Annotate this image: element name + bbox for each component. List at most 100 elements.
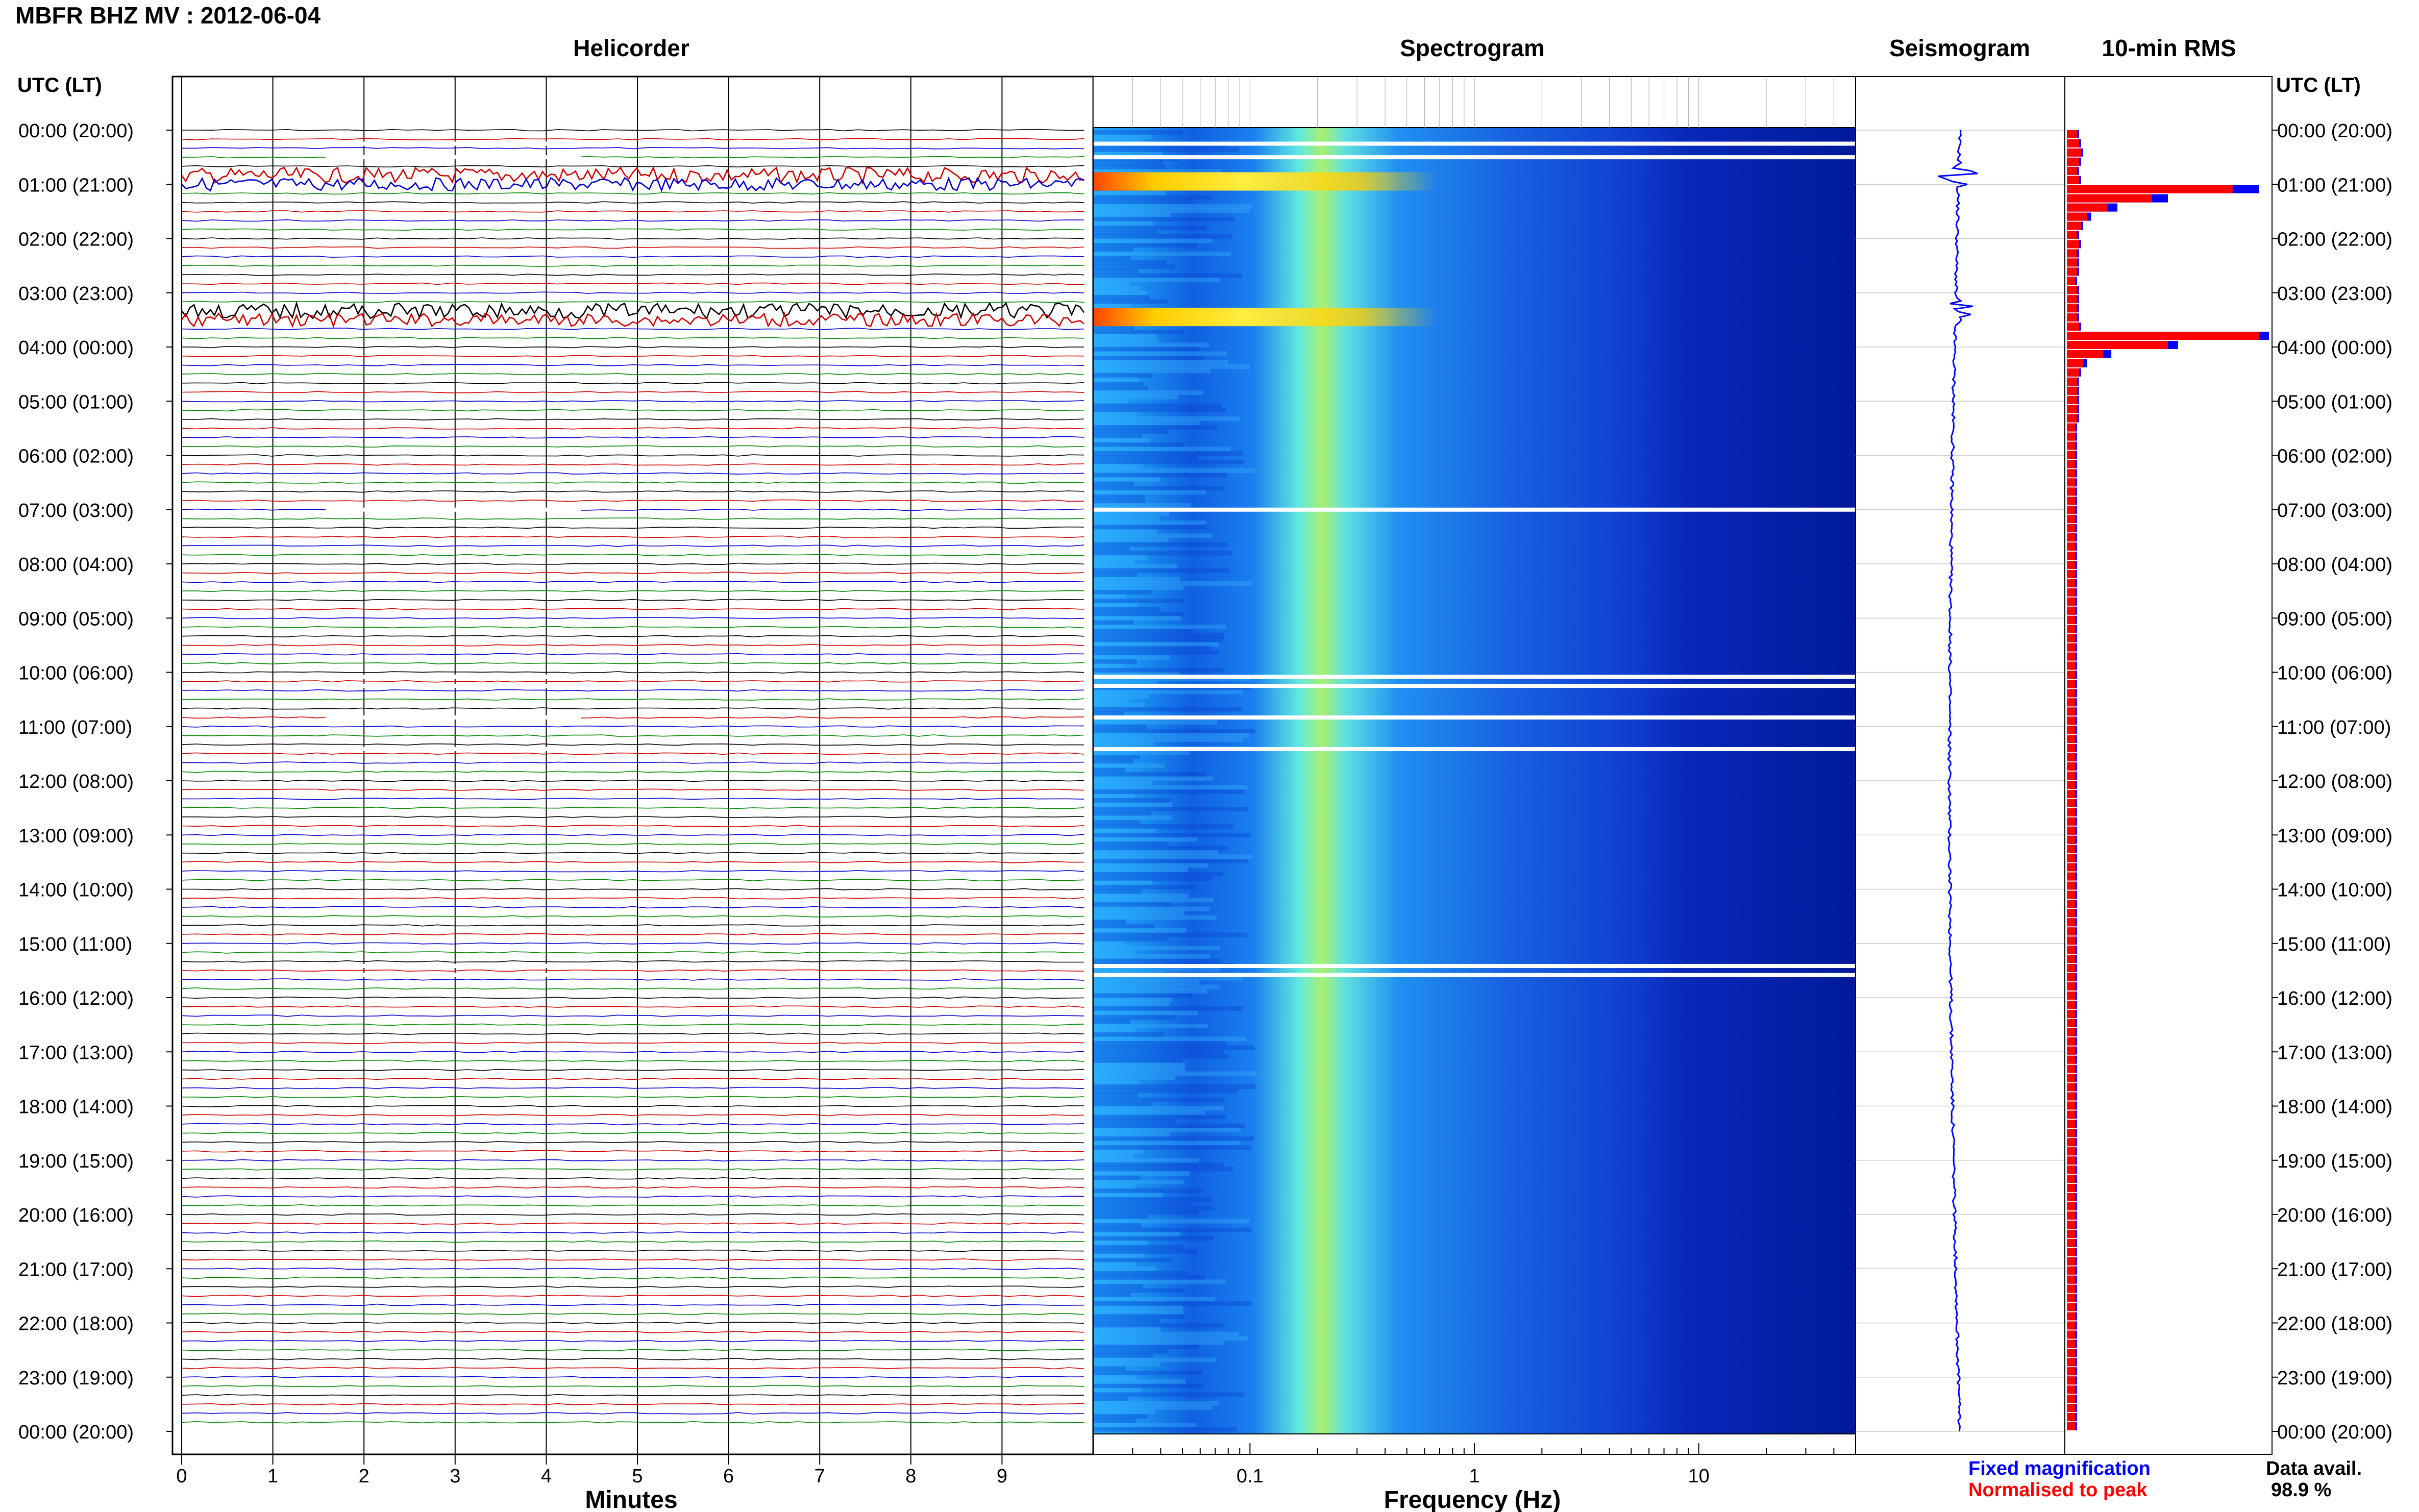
- spectrogram-row: [1093, 651, 1219, 655]
- utc-header-left: UTC (LT): [17, 74, 102, 96]
- helicorder-trace: [181, 1042, 1084, 1044]
- helicorder-trace: [181, 861, 1084, 863]
- spectrogram-row: [1093, 382, 1144, 386]
- time-label-right: 14:00 (10:00): [2277, 880, 2392, 901]
- time-label-left: 23:00 (19:00): [18, 1368, 134, 1389]
- spectrogram-row: [1093, 1119, 1175, 1124]
- spectrogram-row: [1093, 1305, 1183, 1310]
- rms-bar-normalised: [2067, 1248, 2075, 1256]
- rms-bar-normalised: [2067, 1064, 2075, 1073]
- spectrogram-row: [1093, 1297, 1216, 1302]
- spectrogram-row: [1093, 420, 1200, 426]
- spectrogram-row: [1093, 486, 1224, 490]
- spectrogram-row: [1093, 1409, 1155, 1415]
- spectrogram-row: [1093, 1097, 1224, 1102]
- rms-bar-normalised: [2067, 441, 2075, 450]
- rms-bar-normalised: [2067, 1385, 2075, 1394]
- rms-bar-normalised: [2067, 561, 2075, 569]
- helicorder-trace: [181, 1330, 1084, 1333]
- rms-bar-normalised: [2067, 597, 2075, 606]
- spectrogram-row: [1093, 1353, 1154, 1358]
- spectrogram-row: [1093, 629, 1194, 634]
- spectrogram-row: [1093, 711, 1124, 716]
- rms-bar-normalised: [2067, 552, 2075, 560]
- spectrogram-row: [1093, 573, 1138, 577]
- rms-bar-normalised: [2067, 414, 2077, 423]
- helicorder-trace: [181, 176, 1084, 192]
- rms-bar-normalised: [2067, 744, 2075, 753]
- spectrogram-row: [1093, 577, 1180, 582]
- helicorder-trace: [181, 897, 1084, 900]
- helicorder-trace: [181, 1141, 1084, 1144]
- rms-bar-normalised: [2067, 1074, 2075, 1082]
- rms-bar-normalised: [2067, 872, 2075, 881]
- helicorder-trace: [181, 1195, 1084, 1198]
- spectrogram-row: [1093, 238, 1213, 243]
- rms-bar-normalised: [2067, 1147, 2075, 1156]
- rms-bar-normalised: [2067, 148, 2081, 157]
- rms-bar-normalised: [2067, 1129, 2075, 1137]
- time-label-left: 18:00 (14:00): [18, 1097, 134, 1118]
- spectrogram-row: [1093, 412, 1137, 417]
- spectrogram-row: [1093, 260, 1167, 265]
- helicorder-trace: [181, 1186, 1084, 1189]
- rms-bar-normalised: [2067, 515, 2075, 524]
- spectrogram-row: [1093, 481, 1134, 486]
- spectrogram-row: [1093, 555, 1148, 560]
- spectrogram-row: [1093, 1210, 1199, 1215]
- rms-bar-normalised: [2067, 992, 2075, 1000]
- spectrogram-row: [1093, 781, 1153, 785]
- time-label-left: 03:00 (23:00): [18, 283, 134, 305]
- helicorder-trace: [181, 680, 1084, 683]
- rms-bar-normalised: [2067, 194, 2152, 203]
- spectrogram-gap: [1093, 964, 1856, 969]
- rms-bar-normalised: [2067, 1376, 2075, 1385]
- rms-bar-normalised: [2067, 726, 2075, 734]
- time-label-left: 10:00 (06:00): [18, 663, 134, 684]
- spectrogram-row: [1093, 759, 1133, 764]
- spectrogram-row: [1093, 1418, 1136, 1423]
- time-label-right: 12:00 (08:00): [2277, 771, 2392, 792]
- spectrogram-row: [1093, 1405, 1213, 1410]
- helicorder-trace: [181, 282, 1084, 285]
- helicorder-trace: [181, 355, 1084, 357]
- rms-bar-normalised: [2067, 1083, 2075, 1092]
- time-label-right: 06:00 (02:00): [2277, 446, 2392, 467]
- rms-bar-normalised: [2067, 1009, 2075, 1018]
- spectrogram-row: [1093, 625, 1226, 629]
- rms-bar-normalised: [2067, 1175, 2075, 1183]
- spectrogram-row: [1093, 698, 1129, 703]
- spectrogram-row: [1093, 1275, 1205, 1280]
- rms-bar-normalised: [2067, 286, 2077, 294]
- spectrogram-row: [1093, 1375, 1137, 1380]
- time-label-left: 22:00 (18:00): [18, 1313, 134, 1335]
- time-label-left: 16:00 (12:00): [18, 988, 134, 1009]
- spectrogram-row: [1093, 677, 1251, 681]
- spectrogram-row: [1093, 330, 1184, 334]
- rms-bar-normalised: [2067, 854, 2075, 862]
- spectrogram-row: [1093, 1145, 1251, 1150]
- legend-normalised-to-peak: Normalised to peak: [1968, 1479, 2148, 1501]
- time-label-right: 10:00 (06:00): [2277, 663, 2392, 684]
- spectrogram-row: [1093, 234, 1232, 239]
- spectrogram-row: [1093, 989, 1207, 994]
- helicorder-trace: [181, 572, 1084, 575]
- spectrogram-row: [1093, 958, 1221, 963]
- spectrogram-event: [1093, 172, 1856, 191]
- rms-bar-normalised: [2067, 781, 2075, 789]
- spectrogram-row: [1093, 386, 1148, 391]
- spectrogram-row: [1093, 828, 1155, 833]
- spectrogram-row: [1093, 767, 1125, 773]
- spectrogram-row: [1093, 390, 1203, 395]
- rms-bar-normalised: [2067, 964, 2075, 973]
- rms-bar-normalised: [2067, 277, 2075, 285]
- rms-bar-normalised: [2067, 368, 2079, 377]
- spectrogram-row: [1093, 1219, 1250, 1224]
- spectrogram-row: [1093, 1041, 1227, 1046]
- helicorder-trace: [181, 1204, 1084, 1207]
- spectrogram-row: [1093, 304, 1131, 308]
- rms-bar-normalised: [2067, 221, 2081, 230]
- spectrogram-row: [1093, 408, 1226, 412]
- helicorder-trace: [181, 1113, 1084, 1117]
- spectrogram-row: [1093, 1024, 1208, 1028]
